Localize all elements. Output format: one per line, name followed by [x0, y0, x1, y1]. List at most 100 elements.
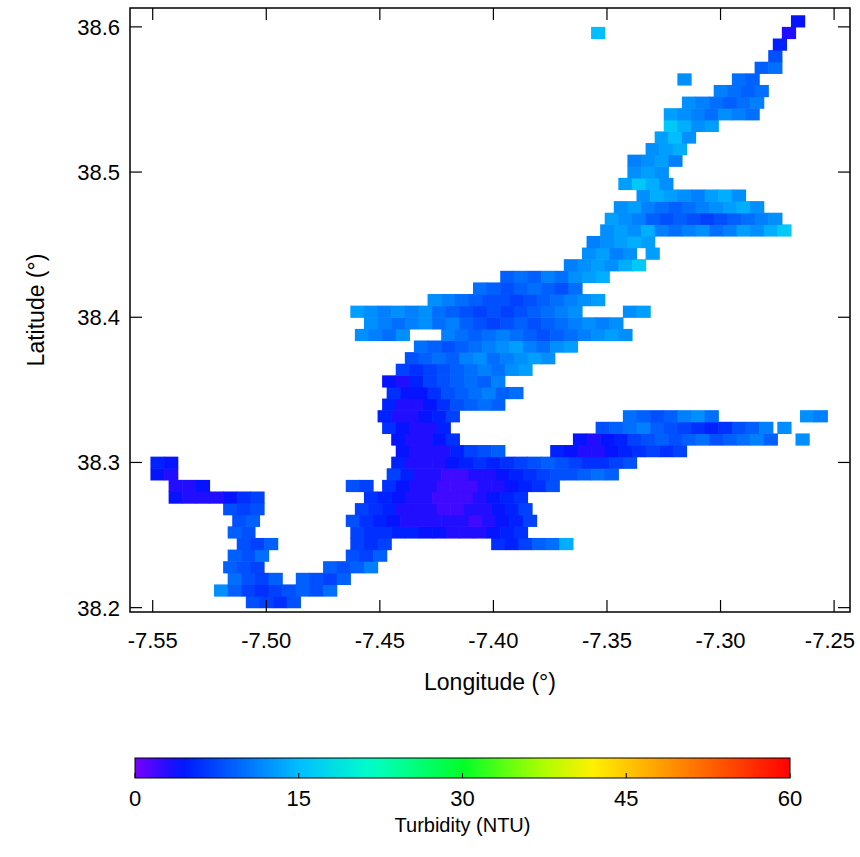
cell	[523, 329, 537, 341]
cell	[491, 538, 505, 550]
cell	[509, 294, 523, 306]
cell	[668, 224, 682, 236]
cell	[623, 422, 637, 434]
cell	[182, 491, 196, 503]
cell	[559, 538, 573, 550]
cell	[409, 445, 423, 457]
cell	[746, 73, 760, 85]
x-tick-top	[720, 8, 721, 20]
plot-frame	[130, 8, 850, 612]
cell	[387, 515, 401, 527]
cell	[668, 155, 682, 167]
cell	[577, 259, 591, 271]
cell	[459, 317, 473, 329]
cell	[223, 503, 237, 515]
cell	[418, 352, 432, 364]
cell	[437, 375, 451, 387]
colorbar-tick-label: 30	[450, 786, 474, 811]
cell	[668, 201, 682, 213]
cell	[700, 213, 714, 225]
cell	[446, 410, 460, 422]
cell	[391, 410, 405, 422]
cell	[378, 317, 392, 329]
cell	[664, 422, 678, 434]
cell	[709, 224, 723, 236]
cell	[246, 596, 260, 608]
cell	[609, 422, 623, 434]
cell	[582, 457, 596, 469]
cell	[237, 503, 251, 515]
colorbar-tick-label: 60	[778, 786, 802, 811]
cell	[509, 468, 523, 480]
cell	[409, 364, 423, 376]
cell	[396, 422, 410, 434]
cell	[228, 550, 242, 562]
cell	[409, 422, 423, 434]
cell	[482, 340, 496, 352]
cell	[568, 306, 582, 318]
cell	[464, 375, 478, 387]
cell	[323, 561, 337, 573]
cell	[750, 201, 764, 213]
cell	[727, 85, 741, 97]
cell	[182, 480, 196, 492]
cell	[568, 317, 582, 329]
cell	[418, 410, 432, 422]
cell	[437, 422, 451, 434]
cell	[591, 27, 605, 39]
x-tick-top	[152, 8, 153, 20]
y-tick-right	[838, 462, 850, 463]
cell	[614, 236, 628, 248]
cell	[764, 224, 778, 236]
x-tick	[266, 600, 267, 612]
cell	[478, 375, 492, 387]
cell	[309, 573, 323, 585]
cell	[682, 433, 696, 445]
cell	[364, 306, 378, 318]
cell	[487, 457, 501, 469]
cell	[350, 561, 364, 573]
cell	[673, 143, 687, 155]
cell	[705, 422, 719, 434]
cell	[400, 468, 414, 480]
cell	[509, 340, 523, 352]
cell	[441, 294, 455, 306]
cell	[396, 480, 410, 492]
cell	[418, 433, 432, 445]
cell	[500, 271, 514, 283]
cell	[428, 294, 442, 306]
cell	[609, 457, 623, 469]
cell	[405, 352, 419, 364]
cell	[755, 62, 769, 74]
cell	[473, 491, 487, 503]
cell	[596, 457, 610, 469]
cell	[627, 224, 641, 236]
cell	[246, 515, 260, 527]
cell	[223, 491, 237, 503]
cell	[596, 317, 610, 329]
cell	[627, 433, 641, 445]
cell	[255, 584, 269, 596]
cell	[795, 433, 809, 445]
cell	[627, 201, 641, 213]
cell	[241, 550, 255, 562]
cell	[468, 387, 482, 399]
cell	[373, 515, 387, 527]
cell	[614, 224, 628, 236]
cell	[364, 538, 378, 550]
cell	[664, 410, 678, 422]
cell	[682, 201, 696, 213]
cell	[773, 38, 787, 50]
cell	[791, 15, 805, 27]
cell	[296, 573, 310, 585]
cell	[641, 236, 655, 248]
cell	[455, 515, 469, 527]
cell	[768, 62, 782, 74]
cell	[696, 97, 710, 109]
y-tick-label: 38.4	[77, 305, 120, 330]
cell	[514, 306, 528, 318]
x-tick	[152, 600, 153, 612]
cell	[237, 491, 251, 503]
cell	[523, 294, 537, 306]
cell	[482, 468, 496, 480]
